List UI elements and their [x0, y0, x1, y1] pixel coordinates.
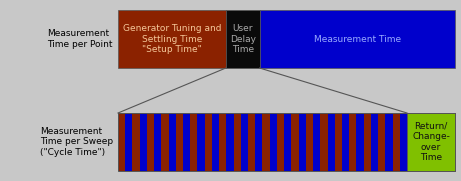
- Bar: [183, 113, 190, 171]
- Text: Measurement Time: Measurement Time: [313, 35, 401, 43]
- Bar: [205, 113, 212, 171]
- Bar: [306, 113, 313, 171]
- Bar: [313, 113, 320, 171]
- Bar: [125, 113, 132, 171]
- Bar: [226, 10, 260, 68]
- Text: Measurement
Time per Point: Measurement Time per Point: [47, 29, 113, 49]
- Text: User
Delay
Time: User Delay Time: [230, 24, 256, 54]
- Bar: [320, 113, 327, 171]
- Bar: [190, 113, 197, 171]
- Bar: [161, 113, 169, 171]
- Bar: [118, 113, 455, 171]
- Bar: [407, 113, 455, 171]
- Bar: [154, 113, 161, 171]
- Bar: [219, 113, 226, 171]
- Bar: [248, 113, 255, 171]
- Bar: [291, 113, 299, 171]
- Bar: [342, 113, 349, 171]
- Text: Return/
Change-
over
Time: Return/ Change- over Time: [412, 122, 450, 162]
- Bar: [176, 113, 183, 171]
- Bar: [132, 113, 140, 171]
- Bar: [385, 113, 393, 171]
- Bar: [284, 113, 291, 171]
- Bar: [147, 113, 154, 171]
- Text: Measurement
Time per Sweep
("Cycle Time"): Measurement Time per Sweep ("Cycle Time"…: [40, 127, 113, 157]
- Bar: [393, 113, 400, 171]
- Bar: [262, 113, 270, 171]
- Bar: [234, 113, 241, 171]
- Bar: [400, 113, 407, 171]
- Bar: [118, 10, 226, 68]
- Bar: [169, 113, 176, 171]
- Bar: [255, 113, 262, 171]
- Text: Generator Tuning and
Settling Time
"Setup Time": Generator Tuning and Settling Time "Setu…: [123, 24, 221, 54]
- Bar: [197, 113, 205, 171]
- Bar: [356, 113, 364, 171]
- Bar: [270, 113, 277, 171]
- Bar: [260, 10, 455, 68]
- Bar: [241, 113, 248, 171]
- Bar: [327, 113, 335, 171]
- Bar: [118, 113, 125, 171]
- Bar: [140, 113, 147, 171]
- Bar: [378, 113, 385, 171]
- Bar: [335, 113, 342, 171]
- Bar: [277, 113, 284, 171]
- Bar: [364, 113, 371, 171]
- Bar: [371, 113, 378, 171]
- Bar: [299, 113, 306, 171]
- Bar: [212, 113, 219, 171]
- Bar: [349, 113, 356, 171]
- Bar: [226, 113, 234, 171]
